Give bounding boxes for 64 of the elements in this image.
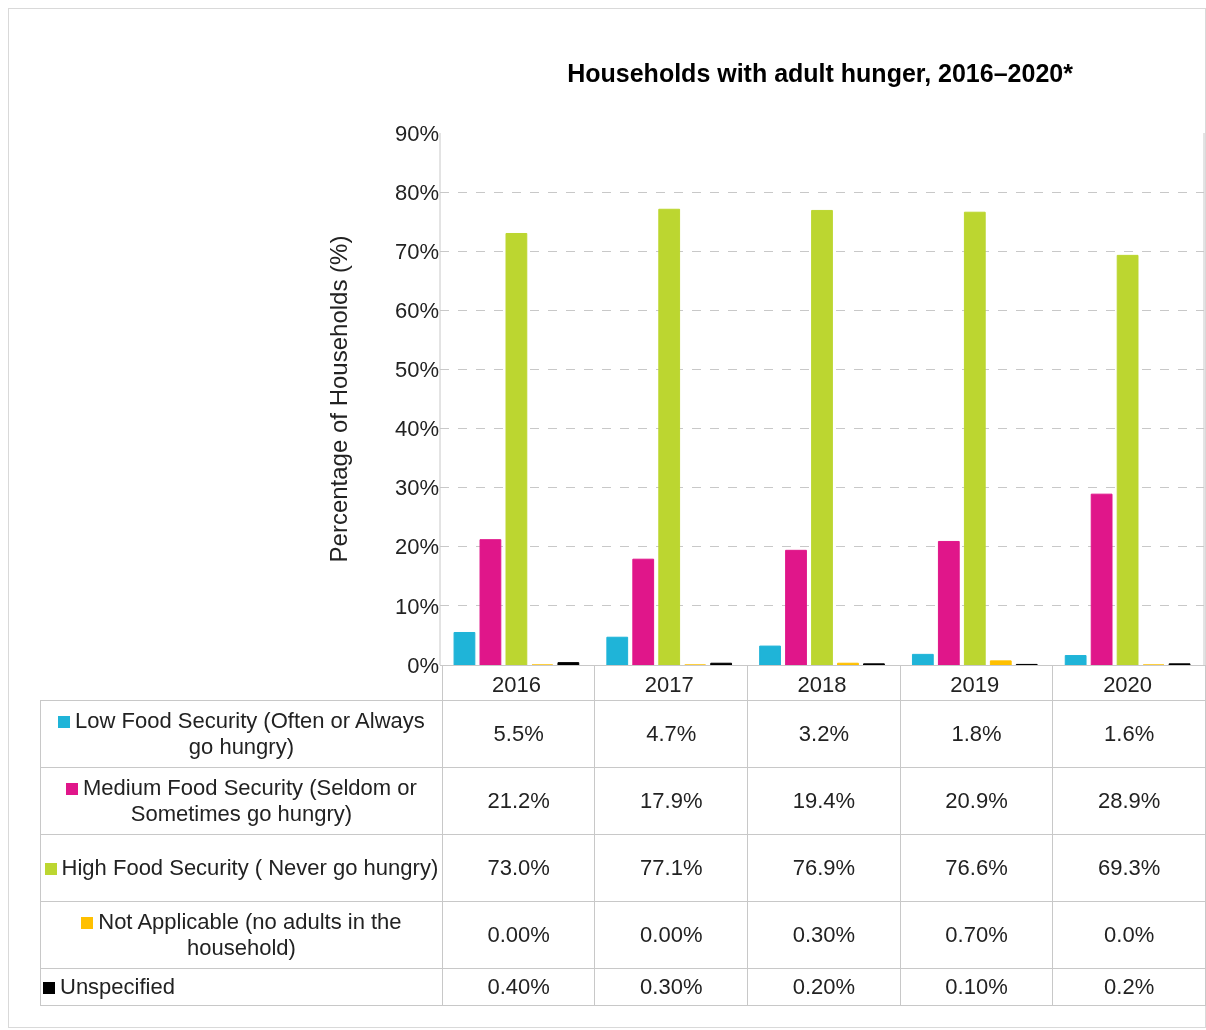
y-tick-label: 20% [394, 534, 439, 560]
data-label: 0.00% [442, 901, 595, 969]
y-tick-label: 60% [394, 298, 439, 324]
legend-label: High Food Security ( Never go hungry) [40, 834, 443, 902]
y-tick-label: 30% [394, 475, 439, 501]
y-tick-label: 0% [407, 652, 439, 678]
data-label: 3.2% [747, 700, 901, 768]
data-label: 0.30% [747, 901, 901, 969]
data-label: 17.9% [594, 767, 748, 835]
data-label: 77.1% [594, 834, 748, 902]
data-label: 4.7% [594, 700, 748, 768]
data-label: 21.2% [442, 767, 595, 835]
data-label: 0.10% [900, 968, 1053, 1006]
y-tick-label: 50% [394, 357, 439, 383]
data-label: 5.5% [442, 700, 595, 768]
legend-label: Low Food Security (Often or Always go hungry) [40, 700, 443, 768]
bar [632, 558, 655, 665]
bar [937, 540, 960, 665]
bar [606, 636, 629, 665]
y-tick-label: 40% [394, 416, 439, 442]
data-label: 69.3% [1052, 834, 1206, 902]
data-label: 73.0% [442, 834, 595, 902]
data-label: 0.00% [594, 901, 748, 969]
data-label: 1.6% [1052, 700, 1206, 768]
x-tick-label: 2019 [950, 672, 1000, 698]
data-label: 0.70% [900, 901, 1053, 969]
data-label: 1.8% [900, 700, 1053, 768]
legend-label: Not Applicable (no adults in the household) [40, 901, 443, 969]
data-label: 0.2% [1052, 968, 1206, 1006]
bar [811, 209, 833, 665]
bar [453, 631, 476, 665]
data-label: 19.4% [747, 767, 901, 835]
y-tick-label: 90% [394, 120, 439, 146]
bar [1116, 254, 1139, 665]
bar [557, 662, 580, 665]
data-label: 0.0% [1052, 901, 1206, 969]
chart-title: Households with adult hunger, 2016–2020* [567, 58, 1074, 87]
data-label: 28.9% [1052, 767, 1206, 835]
data-label: 0.40% [442, 968, 595, 1006]
bar [479, 539, 502, 665]
y-tick-label: 70% [394, 238, 439, 264]
x-tick-label: 2017 [644, 672, 694, 698]
data-label: 76.9% [747, 834, 901, 902]
bar [1090, 493, 1113, 665]
bar [911, 653, 934, 665]
bar [785, 549, 807, 665]
data-label: 76.6% [900, 834, 1053, 902]
bar [1064, 655, 1087, 665]
bar [963, 211, 986, 665]
data-label: 20.9% [900, 767, 1053, 835]
legend-label: Medium Food Security (Seldom or Sometimes go hungry) [40, 767, 443, 835]
x-tick-label: 2016 [491, 672, 541, 698]
bar [759, 645, 781, 665]
legend-label: Unspecified [40, 968, 443, 1006]
data-label: 0.30% [594, 968, 748, 1006]
bar [505, 232, 528, 665]
x-tick-label: 2020 [1103, 672, 1153, 698]
bar [658, 208, 681, 665]
x-tick-label: 2018 [797, 672, 847, 698]
data-label: 0.20% [747, 968, 901, 1006]
y-axis-title: Percentage of Households (%) [325, 235, 353, 563]
y-tick-label: 80% [394, 179, 439, 205]
y-tick-label: 10% [394, 593, 439, 619]
bar [989, 660, 1012, 665]
